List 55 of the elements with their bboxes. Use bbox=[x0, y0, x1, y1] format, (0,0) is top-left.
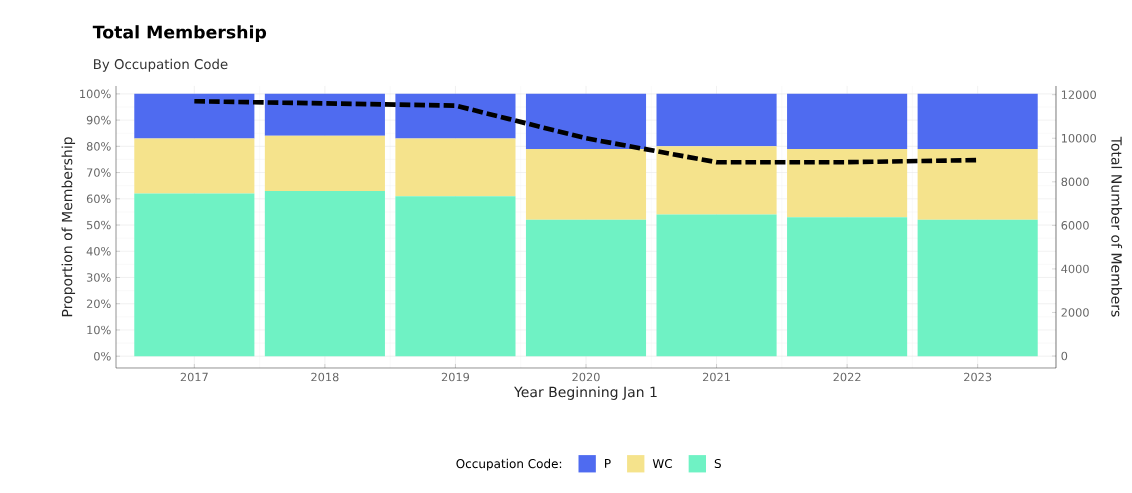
y-tick-label: 60% bbox=[86, 194, 111, 204]
y-tick-label: 30% bbox=[86, 273, 111, 282]
y-tick-label: 100% bbox=[80, 89, 111, 99]
bar bbox=[787, 93, 908, 149]
bar bbox=[395, 93, 516, 139]
bar bbox=[787, 217, 908, 357]
bar bbox=[395, 196, 516, 357]
y-tick-label: 10% bbox=[87, 325, 111, 335]
y2-tick-label: 6000 bbox=[1061, 221, 1089, 230]
y2-tick-label: 12000 bbox=[1061, 90, 1097, 99]
chart-subtitle: By Occupation Code bbox=[94, 58, 228, 72]
bar bbox=[134, 93, 255, 139]
legend-title: Occupation Code: bbox=[456, 458, 562, 471]
y-tick-label: 80% bbox=[86, 142, 111, 151]
bar bbox=[395, 138, 516, 197]
y2-tick-label: 10000 bbox=[1061, 133, 1097, 143]
x-axis-title: Year Beginning Jan 1 bbox=[514, 386, 657, 400]
y2-tick-label: 8000 bbox=[1061, 177, 1089, 187]
y2-tick-label: 2000 bbox=[1061, 308, 1089, 317]
legend-label: WC bbox=[652, 458, 673, 469]
bar bbox=[525, 219, 647, 357]
bar bbox=[656, 93, 777, 147]
x-tick-label: 2017 bbox=[180, 372, 208, 382]
y2-axis-title: Total Number of Members bbox=[1111, 136, 1123, 317]
x-tick-label: 2018 bbox=[311, 372, 339, 382]
chart-title: Total Membership bbox=[92, 25, 267, 42]
bar bbox=[787, 148, 908, 218]
bar bbox=[264, 190, 385, 357]
x-tick-label: 2021 bbox=[702, 372, 730, 382]
bar bbox=[134, 193, 255, 357]
y2-tick-label: 4000 bbox=[1061, 264, 1089, 274]
y-tick-label: 40% bbox=[86, 246, 111, 256]
legend-label: S bbox=[714, 458, 721, 469]
bar bbox=[656, 146, 777, 215]
x-tick-label: 2022 bbox=[833, 372, 861, 382]
y-tick-label: 50% bbox=[86, 220, 111, 230]
y-axis-title: Proportion of Membership bbox=[61, 137, 76, 317]
x-tick-label: 2019 bbox=[441, 372, 470, 382]
bar bbox=[525, 93, 647, 149]
y-tick-label: 20% bbox=[86, 299, 111, 309]
bar bbox=[917, 93, 1038, 149]
bar bbox=[656, 214, 777, 357]
y-tick-label: 0% bbox=[94, 351, 111, 361]
bar bbox=[264, 135, 385, 191]
x-tick-label: 2023 bbox=[964, 372, 992, 382]
bar bbox=[264, 93, 385, 136]
y-tick-label: 70% bbox=[87, 168, 111, 177]
legend-label: P bbox=[605, 459, 611, 468]
x-tick-label: 2020 bbox=[572, 372, 600, 382]
bar bbox=[134, 138, 255, 194]
bar bbox=[917, 219, 1038, 357]
y2-tick-label: 0 bbox=[1061, 351, 1068, 361]
y-tick-label: 90% bbox=[86, 115, 111, 125]
bar bbox=[917, 148, 1038, 220]
bar bbox=[525, 148, 647, 220]
